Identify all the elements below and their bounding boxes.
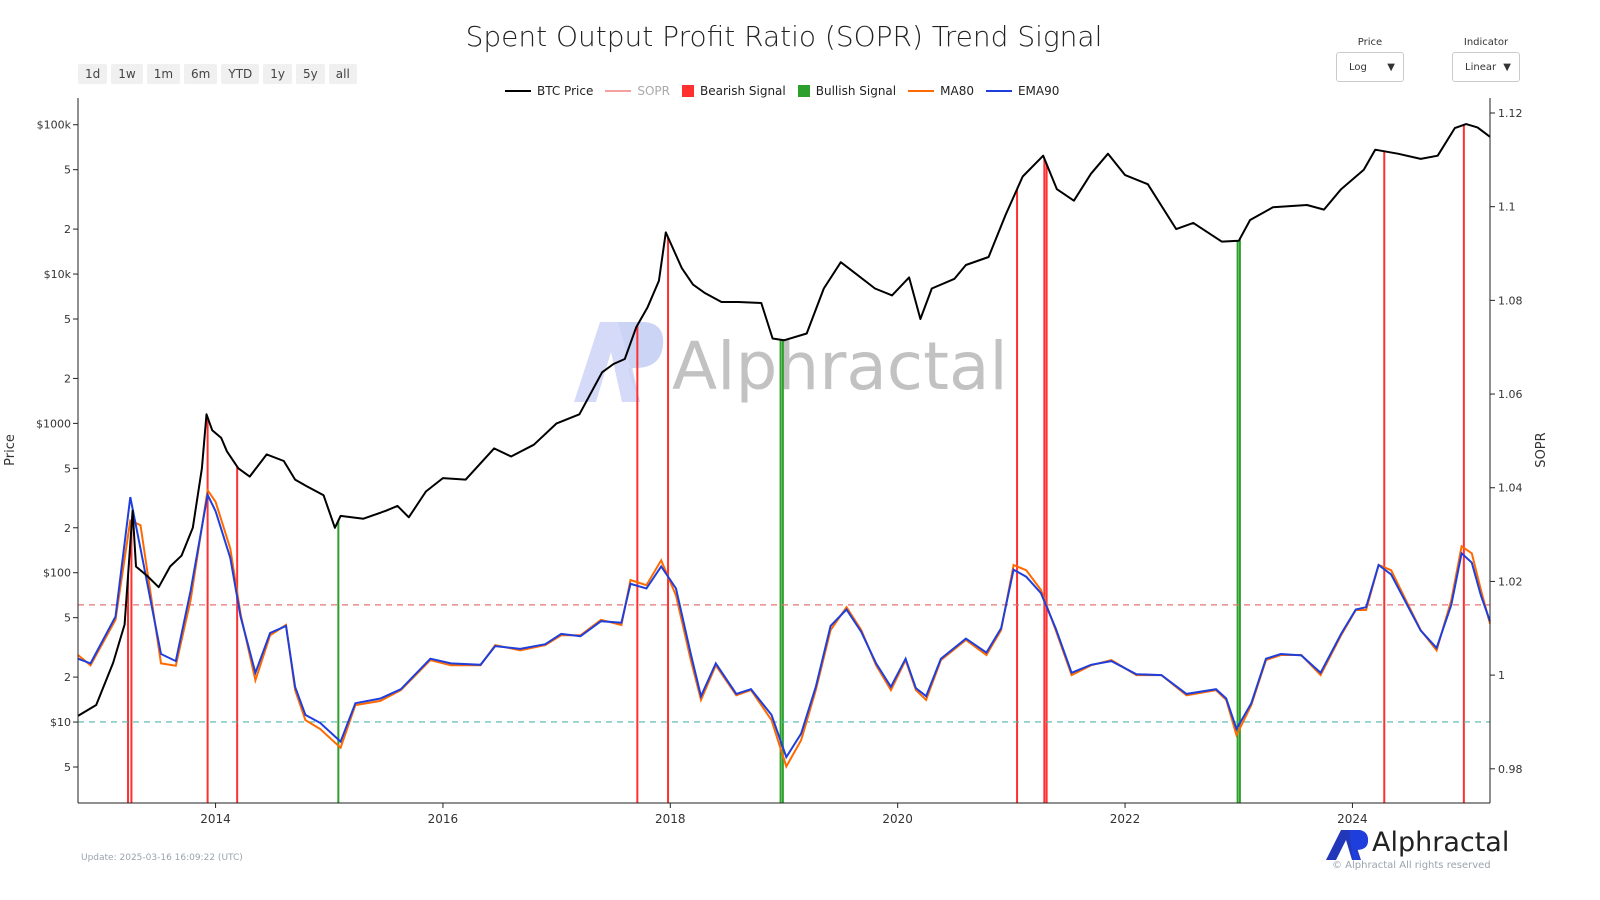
copyright: © Alphractal All rights reserved bbox=[1332, 860, 1491, 871]
x-tick-label: 2018 bbox=[655, 812, 686, 826]
y-left-tick-label: 5 bbox=[64, 462, 71, 475]
legend-item-ema90[interactable]: EMA90 bbox=[985, 84, 1060, 98]
watermark: Alphractal bbox=[574, 322, 1008, 405]
price-scale-control: Price Log ▼ bbox=[1336, 37, 1404, 82]
legend-label: Bullish Signal bbox=[815, 84, 897, 98]
indicator-scale-dropdown[interactable]: Linear ▼ bbox=[1452, 52, 1520, 82]
y-left-tick-label: 5 bbox=[64, 761, 71, 774]
btc-price-line bbox=[77, 123, 1491, 717]
range-5y-button[interactable]: 5y bbox=[296, 64, 325, 84]
y-left-tick-label: 2 bbox=[64, 372, 71, 385]
y-left-tick-label: $100k bbox=[37, 119, 72, 132]
y-right-tick-label: 1.04 bbox=[1498, 482, 1523, 495]
y-right-label: SOPR bbox=[1534, 432, 1549, 467]
y-left-label: Price bbox=[3, 434, 18, 466]
y-right-tick-label: 1.02 bbox=[1498, 575, 1523, 588]
legend-square-icon bbox=[797, 85, 810, 97]
legend-item-bearish-signal[interactable]: Bearish Signal bbox=[681, 84, 786, 98]
x-tick-label: 2016 bbox=[428, 812, 459, 826]
y-left-tick-label: 2 bbox=[64, 522, 71, 535]
price-scale-label: Price bbox=[1357, 37, 1383, 48]
legend-line-icon bbox=[908, 90, 935, 92]
x-tick-label: 2020 bbox=[882, 812, 913, 826]
ema90-line bbox=[77, 491, 1491, 760]
y-left-tick-label: $10k bbox=[44, 268, 72, 281]
y-left-tick-label: 5 bbox=[64, 313, 71, 326]
price-scale-value: Log bbox=[1349, 61, 1367, 73]
ma80-line bbox=[77, 487, 1491, 769]
legend-item-ma80[interactable]: MA80 bbox=[908, 84, 974, 98]
x-tick-label: 2022 bbox=[1110, 812, 1141, 826]
watermark-logo-icon bbox=[574, 322, 664, 402]
y-left-tick-label: $1000 bbox=[36, 417, 71, 430]
range-1y-button[interactable]: 1y bbox=[263, 64, 293, 84]
indicator-scale-value: Linear bbox=[1465, 61, 1497, 73]
range-1m-button[interactable]: 1m bbox=[146, 64, 181, 84]
brand-logo-icon bbox=[1326, 830, 1369, 860]
legend: BTC Price SOPR Bearish Signal Bullish Si… bbox=[505, 84, 1059, 98]
x-tick-label: 2024 bbox=[1337, 812, 1368, 826]
y-left-tick-label: $10 bbox=[50, 716, 71, 729]
range-1d-button[interactable]: 1d bbox=[78, 64, 108, 84]
update-timestamp: Update: 2025-03-16 16:09:22 (UTC) bbox=[81, 853, 243, 863]
legend-line-icon bbox=[605, 90, 632, 92]
y-left-tick-label: 2 bbox=[64, 671, 71, 684]
legend-label: EMA90 bbox=[1017, 84, 1060, 98]
chevron-down-icon: ▼ bbox=[1387, 61, 1395, 73]
indicator-scale-label: Indicator bbox=[1463, 37, 1509, 48]
chevron-down-icon: ▼ bbox=[1503, 61, 1511, 73]
legend-label: Bearish Signal bbox=[699, 84, 786, 98]
x-tick-label: 2014 bbox=[200, 812, 231, 826]
legend-item-btc-price[interactable]: BTC Price bbox=[505, 84, 593, 98]
y-left-tick-label: 5 bbox=[64, 612, 71, 625]
y-right-tick-label: 1.08 bbox=[1498, 294, 1523, 307]
price-scale-dropdown[interactable]: Log ▼ bbox=[1336, 52, 1404, 82]
legend-label: BTC Price bbox=[537, 84, 594, 98]
y-left-tick-label: 2 bbox=[64, 223, 71, 236]
y-left-tick-label: 5 bbox=[64, 164, 71, 177]
legend-item-sopr[interactable]: SOPR bbox=[605, 84, 670, 98]
y-right-tick-label: 0.98 bbox=[1498, 763, 1523, 776]
range-all-button[interactable]: all bbox=[328, 64, 357, 84]
y-right-tick-label: 1.06 bbox=[1498, 388, 1523, 401]
y-right-tick-label: 1 bbox=[1498, 669, 1505, 682]
range-ytd-button[interactable]: YTD bbox=[221, 64, 260, 84]
legend-item-bullish-signal[interactable]: Bullish Signal bbox=[797, 84, 897, 98]
legend-square-icon bbox=[681, 85, 694, 97]
brand-name: Alphractal bbox=[1372, 827, 1510, 858]
legend-label: MA80 bbox=[940, 84, 974, 98]
y-right-tick-label: 1.1 bbox=[1498, 201, 1516, 214]
range-1w-button[interactable]: 1w bbox=[111, 64, 143, 84]
watermark-text: Alphractal bbox=[672, 328, 1008, 405]
range-6m-button[interactable]: 6m bbox=[184, 64, 218, 84]
indicator-scale-control: Indicator Linear ▼ bbox=[1452, 37, 1520, 82]
range-selector: 1d 1w 1m 6m YTD 1y 5y all bbox=[78, 64, 357, 84]
legend-line-icon bbox=[985, 90, 1012, 92]
y-right-tick-label: 1.12 bbox=[1498, 107, 1523, 120]
legend-line-icon bbox=[505, 90, 531, 92]
legend-label: SOPR bbox=[637, 84, 670, 98]
y-left-tick-label: $100 bbox=[43, 567, 71, 580]
chart-title: Spent Output Profit Ratio (SOPR) Trend S… bbox=[465, 20, 1103, 53]
